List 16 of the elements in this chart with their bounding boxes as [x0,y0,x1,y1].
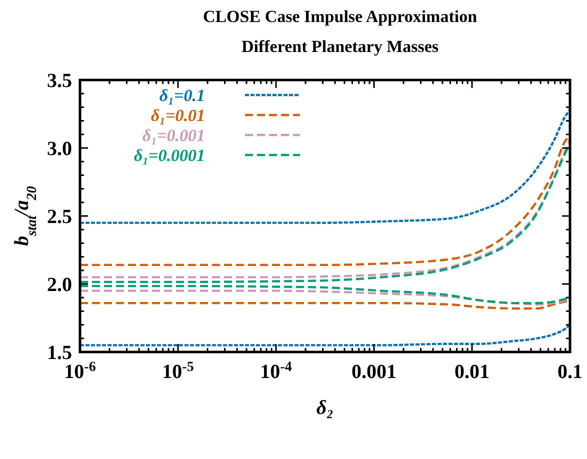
legend-label: δ₁=0.001 [142,126,205,145]
x-tick-label: 0.001 [352,361,396,383]
x-tick-label: 0.01 [454,361,490,383]
legend-label: δ₁=0.0001 [134,146,205,165]
chart-title: CLOSE Case Impulse Approximation [202,7,478,26]
x-tick-label: 10$^{-5}$ [162,360,194,383]
legend-label: δ₁=0.1 [159,86,205,105]
x-axis-title: δ₂ [316,397,334,419]
x-tick-label: 10$^{-4}$ [260,360,292,383]
y-tick-label: 2.0 [47,274,72,296]
y-tick-label: 3.5 [47,70,72,92]
y-tick-label: 2.5 [47,206,72,228]
legend-label: δ₁=0.01 [150,106,205,125]
y-tick-label: 3.0 [47,138,72,160]
x-tick-label: 0.1 [558,361,582,383]
chart-subtitle: Different Planetary Masses [241,37,439,56]
